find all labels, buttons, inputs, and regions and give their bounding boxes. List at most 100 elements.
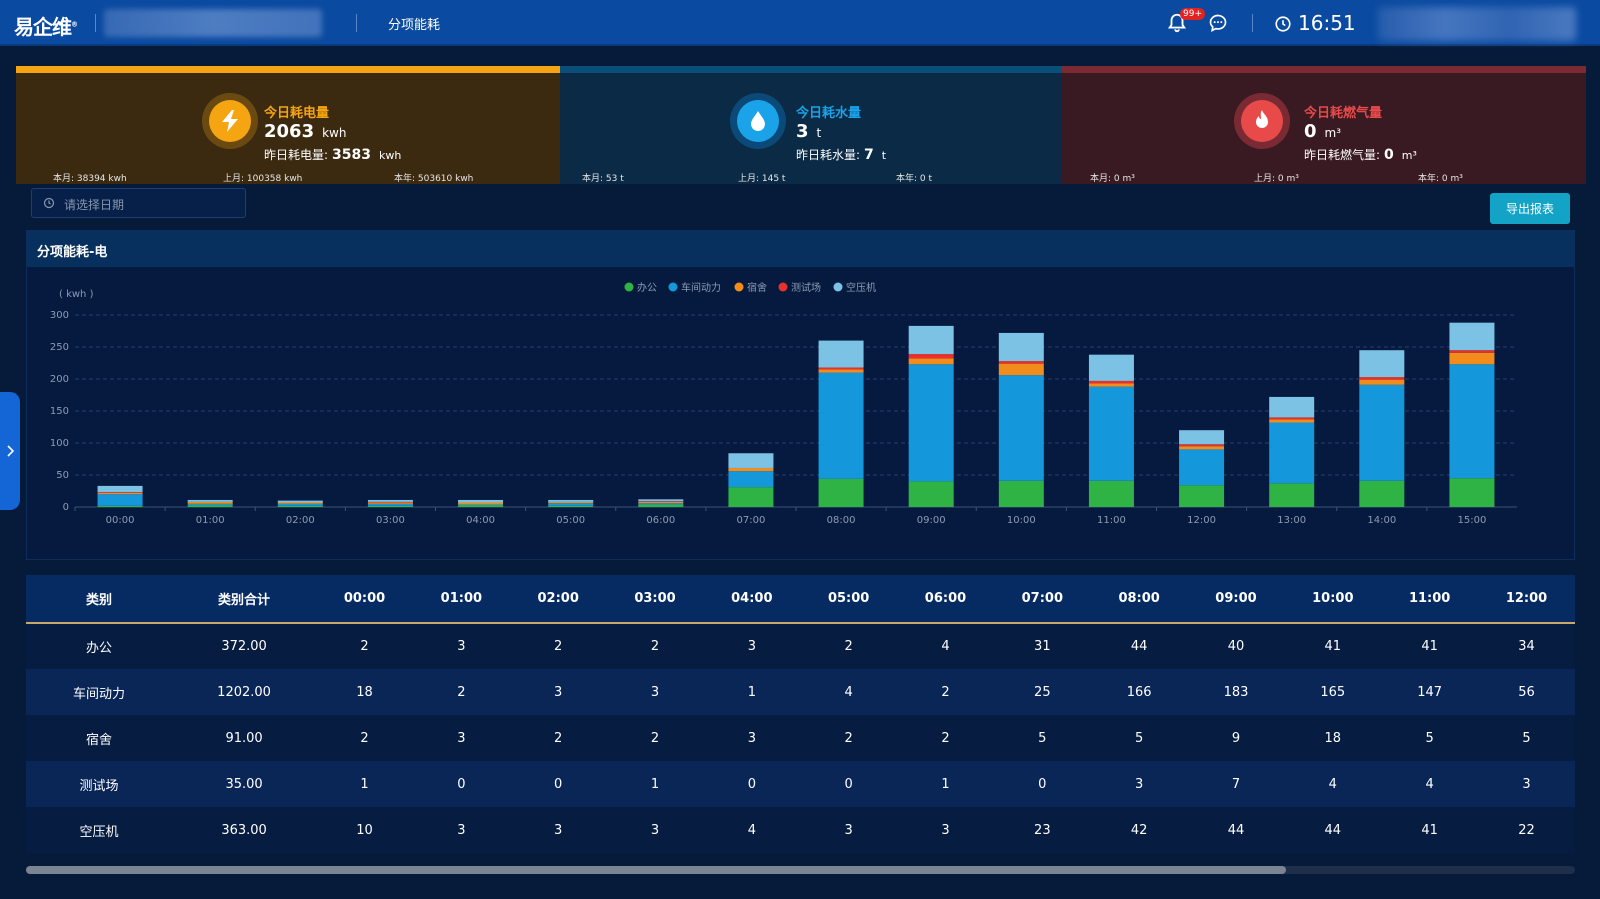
bar-segment (1088, 386, 1134, 481)
bar-segment (458, 499, 504, 503)
bar-segment (1269, 483, 1315, 507)
y-tick-label: 200 (50, 374, 69, 385)
bar-segment (1179, 430, 1225, 445)
data-table: 类别 类别合计 00:00 01:00 02:00 03:00 04:00 05:00 06:0… (26, 575, 1575, 875)
table-cell: 18 (356, 684, 373, 700)
bar-segment (1449, 322, 1495, 351)
table-cell: 2 (360, 639, 369, 654)
divider (1252, 14, 1253, 32)
table-cell: 9 (1231, 730, 1241, 746)
bar-segment (908, 354, 954, 359)
bar-segment (97, 485, 143, 493)
legend-marker (778, 282, 788, 292)
bar-segment (1179, 446, 1225, 450)
table-cell: 22 (1518, 822, 1535, 838)
bar-segment (277, 502, 323, 504)
clock-icon (43, 197, 55, 209)
bar-segment (998, 363, 1044, 376)
date-picker[interactable] (31, 188, 246, 218)
table-cell: 3 (1135, 776, 1144, 792)
table-row: 空压机 363.00 10 3 3 3 4 3 3 23 42 44 44 41 22 (26, 807, 1575, 853)
bar-segment (97, 492, 143, 493)
clock-icon (1275, 16, 1291, 32)
table-cell: 4 (941, 639, 950, 654)
horizontal-scrollbar[interactable] (26, 866, 1575, 874)
table-cell: 2 (650, 639, 660, 654)
x-tick-label: 13:00 (1277, 515, 1306, 526)
table-cell: 5 (1038, 730, 1047, 746)
divider (95, 14, 96, 32)
x-tick-label: 14:00 (1367, 515, 1396, 526)
table-header-cell: 01:00 (412, 575, 510, 624)
water-month: 本月: 53 t (582, 174, 624, 184)
bar-segment (1449, 350, 1495, 353)
bar-segment (908, 325, 954, 355)
page-title: 分项能耗 (388, 18, 441, 33)
x-tick-label: 07:00 (737, 515, 766, 526)
sidebar-toggle[interactable] (0, 392, 20, 510)
x-tick-label: 01:00 (196, 515, 225, 526)
company-name-blurred (104, 9, 322, 37)
water-yesterday: 昨日耗水量: 7 t (796, 147, 887, 163)
table-cell: 25 (1034, 684, 1051, 700)
table-cell: 31 (1034, 639, 1051, 654)
table-row: 办公 372.00 2 3 2 2 3 2 4 31 44 40 41 41 34 (26, 623, 1575, 669)
table-cell: 41 (1421, 822, 1438, 838)
scrollbar-thumb[interactable] (26, 866, 1286, 874)
bar-segment (277, 503, 323, 506)
legend-label: 空压机 (846, 281, 876, 294)
y-tick-label: 250 (50, 342, 69, 353)
table-header-row: 类别 类别合计 00:00 01:00 02:00 03:00 04:00 05:00 06:0… (26, 575, 1575, 624)
table-cell: 2 (457, 684, 466, 700)
electricity-yesterday: 昨日耗电量: 3583 kwh (264, 147, 402, 163)
table-header-cell: 00:00 (316, 575, 413, 624)
bar-segment (818, 369, 864, 373)
summary-cards: 今日耗电量 2063 kwh 昨日耗电量: 3583 kwh 本月: 38394 kw… (16, 66, 1586, 184)
y-tick-label: 0 (63, 502, 69, 513)
bar-segment (1088, 380, 1134, 384)
y-tick-label: 100 (50, 438, 69, 449)
bar-segment (1269, 417, 1315, 420)
y-tick-label: 300 (50, 310, 69, 321)
table-header-cell: 类别 (26, 575, 173, 624)
date-input[interactable] (62, 195, 241, 215)
table-cell: 147 (1417, 684, 1443, 700)
flame-icon (1234, 93, 1290, 149)
table-cell: 1 (650, 776, 660, 792)
table-cell: 办公 (86, 641, 113, 656)
chart-title: 分项能耗-电 (37, 245, 108, 260)
user-info-blurred[interactable] (1378, 7, 1576, 41)
bar-segment (1359, 480, 1405, 507)
bar-segment (1359, 350, 1405, 378)
water-year: 本年: 0 t (896, 174, 933, 184)
x-tick-label: 10:00 (1007, 515, 1036, 526)
x-tick-label: 15:00 (1458, 515, 1487, 526)
x-tick-label: 03:00 (376, 515, 405, 526)
export-report-button[interactable]: 导出报表 (1490, 193, 1570, 224)
bar-segment (187, 505, 233, 507)
table-header-cell: 08:00 (1090, 575, 1188, 624)
x-tick-label: 08:00 (827, 515, 856, 526)
current-time: 16:51 (1298, 11, 1356, 35)
bar-segment (548, 503, 594, 506)
table-header-cell: 04:00 (703, 575, 801, 624)
legend-marker (668, 282, 678, 292)
table-cell: 41 (1421, 639, 1438, 654)
table-cell: 2 (941, 730, 950, 746)
table-cell: 44 (1324, 822, 1342, 838)
legend-marker (624, 282, 634, 292)
bar-segment (638, 499, 684, 502)
chat-icon[interactable] (1208, 13, 1228, 33)
table-cell: 3 (554, 822, 563, 838)
table-cell: 4 (1328, 776, 1337, 792)
table-cell: 4 (844, 684, 853, 700)
gas-last-month: 上月: 0 m³ (1254, 174, 1299, 184)
top-bar: 易企维® 分项能耗 99+ 16:51 (0, 0, 1600, 46)
table-header-cell: 10:00 (1284, 575, 1382, 624)
table-cell: 40 (1227, 639, 1245, 654)
logo[interactable]: 易企维® (14, 15, 78, 39)
table-cell: 1202.00 (217, 684, 271, 700)
table-cell: 2 (941, 684, 950, 700)
bar-segment (818, 372, 864, 479)
